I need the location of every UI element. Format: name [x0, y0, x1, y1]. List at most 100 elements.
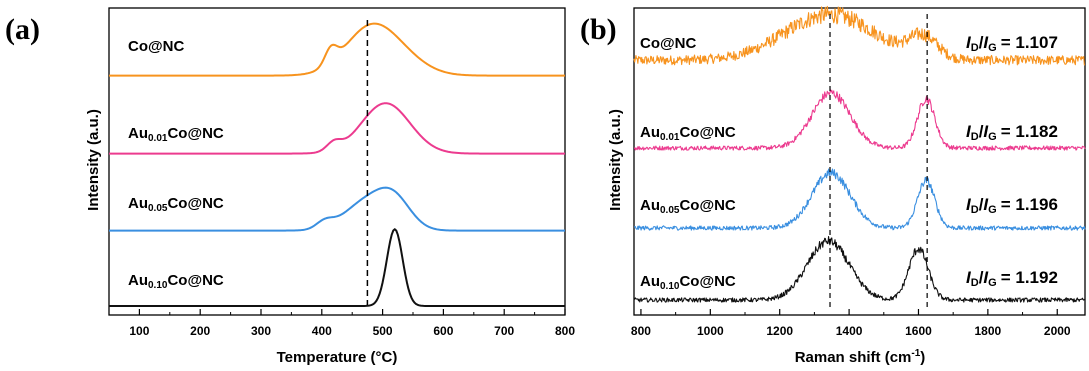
panel-b-x-axis-title: Raman shift (cm-1) [795, 348, 926, 366]
series-label-tail: Co@NC [167, 195, 223, 212]
x-tick-label: 500 [373, 324, 393, 338]
ratio-value: = 1.192 [1001, 268, 1058, 287]
series-label-tail: Co@NC [679, 273, 735, 290]
series-label-tail: Co@NC [167, 272, 223, 289]
panel-a-x-ticks: 100 200 300 400 500 600 700 800 [129, 309, 575, 338]
panel-b-reference-lines [829, 14, 928, 310]
x-tick-label: 1000 [697, 324, 724, 338]
series-label-3: Au0.10Co@NC [128, 272, 224, 291]
ratio-value: = 1.196 [1001, 195, 1058, 214]
series-label-sub: 0.01 [660, 132, 680, 143]
id-ig-ratio-0: ID/IG = 1.107 [966, 33, 1058, 54]
ratio-sep: / [979, 122, 984, 141]
ratio-sub-g: G [988, 204, 997, 216]
series-label-sub: 0.10 [660, 281, 680, 292]
series-label-main: Co@NC [640, 35, 696, 52]
series-label-0: Co@NC [128, 38, 184, 55]
panel-a-y-axis-title: Intensity (a.u.) [85, 109, 102, 211]
ratio-value: = 1.107 [1001, 33, 1058, 52]
ratio-sub-d: D [971, 277, 979, 289]
series-label-1: Au0.01Co@NC [640, 124, 736, 143]
panel-a-plot: 100 200 300 400 500 600 700 800 Co@NCAu0.01Co@N… [108, 7, 575, 338]
panel-a-x-axis-title: Temperature (°C) [277, 349, 398, 366]
ratio-value: = 1.182 [1001, 122, 1058, 141]
series-label-sub: 0.05 [660, 205, 680, 216]
panel-a-curves [109, 22, 565, 307]
ratio-i-g: I [983, 33, 989, 52]
series-line-0 [633, 5, 1086, 66]
series-line-3 [633, 236, 1086, 303]
panel-a-frame [108, 7, 566, 316]
ratio-i-d: I [966, 33, 972, 52]
series-label-2: Au0.05Co@NC [640, 197, 736, 216]
series-label-1: Au0.01Co@NC [128, 125, 224, 144]
ratio-sub-g: G [988, 131, 997, 143]
series-line-0 [109, 22, 565, 77]
series-label-tail: Co@NC [679, 124, 735, 141]
series-label-main: Au [640, 197, 660, 214]
x-tick-label: 200 [190, 324, 210, 338]
series-line-2 [633, 168, 1086, 231]
ratio-sep: / [979, 195, 984, 214]
ratio-i-d: I [966, 195, 972, 214]
series-line-1 [109, 102, 565, 155]
x-tick-label: 1800 [975, 324, 1002, 338]
x-tick-label: 800 [631, 324, 651, 338]
series-label-main: Co@NC [128, 38, 184, 55]
panel-b-x-axis-title-tail: ) [920, 349, 925, 366]
series-label-sub: 0.10 [148, 280, 168, 291]
x-tick-label: 600 [433, 324, 453, 338]
series-label-2: Au0.05Co@NC [128, 195, 224, 214]
ratio-sub-g: G [988, 277, 997, 289]
series-label-main: Au [128, 125, 148, 142]
series-label-main: Au [128, 272, 148, 289]
panel-b-plot: 800 1000 1200 1400 1600 1800 2000 Co@NC ID/IG = … [631, 5, 1086, 338]
id-ig-ratio-2: ID/IG = 1.196 [966, 195, 1058, 216]
ratio-i-g: I [983, 122, 989, 141]
x-tick-label: 700 [494, 324, 514, 338]
x-tick-label: 1600 [905, 324, 932, 338]
x-tick-label: 1400 [836, 324, 863, 338]
series-label-main: Au [128, 195, 148, 212]
x-tick-label: 800 [555, 324, 575, 338]
series-label-sub: 0.01 [148, 133, 168, 144]
ratio-i-g: I [983, 195, 989, 214]
x-tick-label: 1200 [766, 324, 793, 338]
panel-label-a: (a) [5, 13, 40, 46]
ratio-sep: / [979, 268, 984, 287]
series-label-0: Co@NC [640, 35, 696, 52]
panel-b-curves [633, 5, 1086, 303]
series-line-1 [633, 89, 1086, 151]
series-label-tail: Co@NC [167, 125, 223, 142]
x-tick-label: 100 [129, 324, 149, 338]
series-label-sub: 0.05 [148, 203, 168, 214]
ratio-sub-d: D [971, 204, 979, 216]
series-label-tail: Co@NC [679, 197, 735, 214]
x-tick-label: 300 [251, 324, 271, 338]
panel-label-b: (b) [580, 13, 617, 46]
x-tick-label: 400 [312, 324, 332, 338]
series-label-main: Au [640, 273, 660, 290]
series-line-3 [109, 228, 565, 307]
ratio-sep: / [979, 33, 984, 52]
x-tick-label: 2000 [1044, 324, 1071, 338]
ratio-sub-d: D [971, 131, 979, 143]
series-line-2 [109, 186, 565, 232]
ratio-sub-d: D [971, 42, 979, 54]
id-ig-ratio-3: ID/IG = 1.192 [966, 268, 1058, 289]
ratio-i-d: I [966, 122, 972, 141]
ratio-i-d: I [966, 268, 972, 287]
ratio-i-g: I [983, 268, 989, 287]
series-label-main: Au [640, 124, 660, 141]
ratio-sub-g: G [988, 42, 997, 54]
panel-b-x-ticks: 800 1000 1200 1400 1600 1800 2000 [631, 309, 1071, 338]
panel-b-x-axis-title-sup: -1 [911, 348, 920, 359]
panel-b-frame [633, 7, 1086, 316]
panel-b-y-axis-title: Intensity (a.u.) [607, 109, 624, 211]
panel-b-x-axis-title-main: Raman shift (cm [795, 349, 912, 366]
series-label-3: Au0.10Co@NC [640, 273, 736, 292]
id-ig-ratio-1: ID/IG = 1.182 [966, 122, 1058, 143]
